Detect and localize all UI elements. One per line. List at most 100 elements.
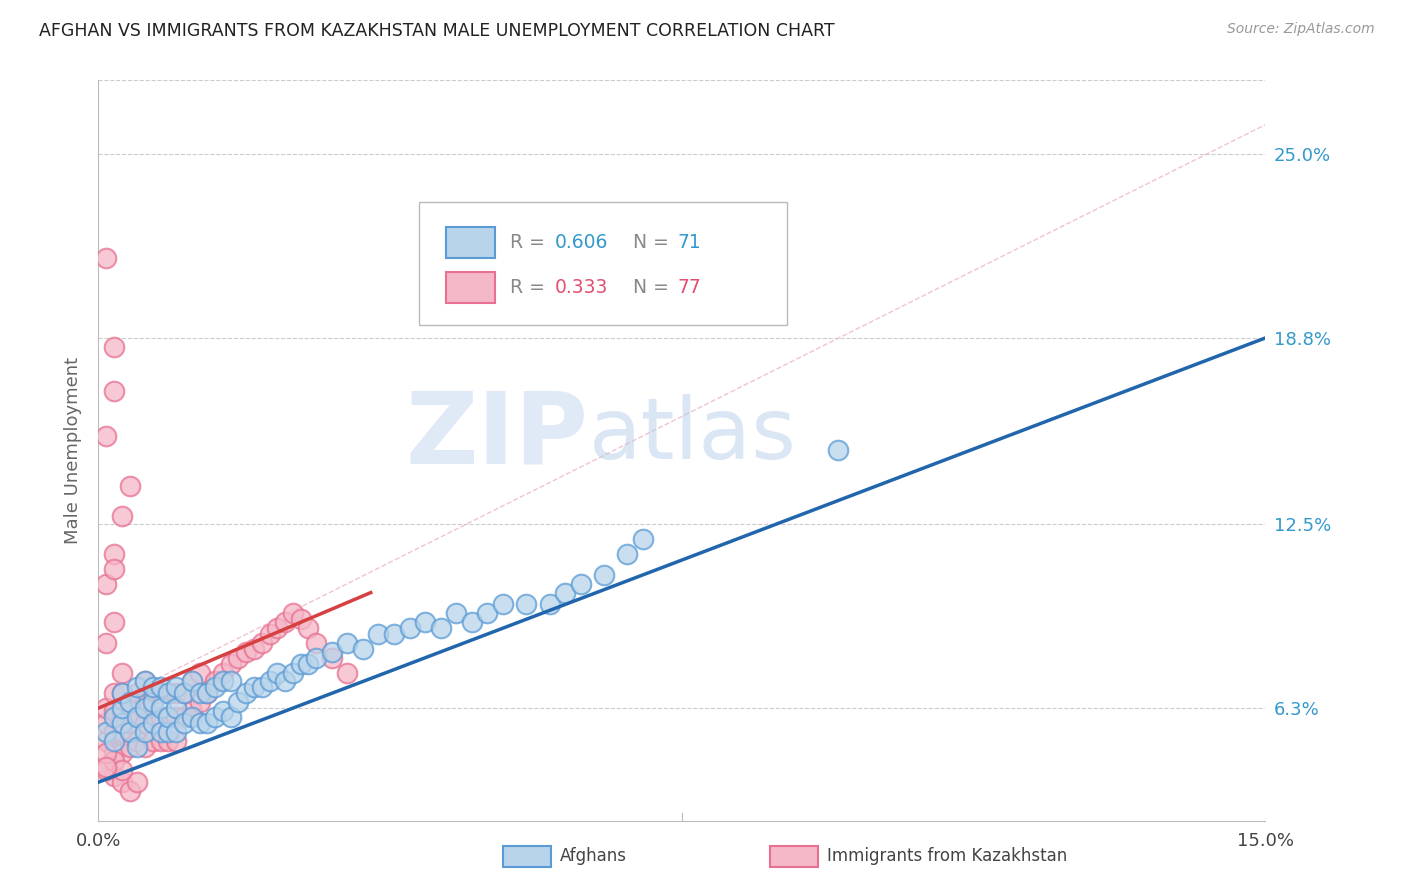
Point [134,674,156,689]
Point [290,657,312,671]
Point [173,686,195,700]
Point [173,710,195,724]
Point [188,686,211,700]
Point [281,665,304,680]
Point [157,710,180,724]
Point [118,739,141,754]
Point [336,665,359,680]
Point [274,674,297,689]
Point [103,340,125,354]
Point [195,715,218,730]
Point [111,746,134,760]
Text: N =: N = [633,233,675,252]
Point [96,764,118,778]
Y-axis label: Male Unemployment: Male Unemployment [63,357,82,544]
Point [149,724,172,739]
Point [250,636,273,650]
Point [103,615,125,630]
Point [250,681,273,695]
Point [157,710,180,724]
Point [142,695,165,709]
Text: Source: ZipAtlas.com: Source: ZipAtlas.com [1227,22,1375,37]
Point [180,710,202,724]
Point [297,657,319,671]
Point [103,733,125,747]
Point [188,715,211,730]
Point [219,674,242,689]
Point [134,724,156,739]
Point [111,665,134,680]
Point [127,733,149,747]
Point [336,636,359,650]
Point [382,627,405,641]
Point [290,612,312,626]
Point [111,715,134,730]
Point [165,686,187,700]
Point [413,615,436,630]
Point [142,710,165,724]
Point [96,636,118,650]
Point [212,665,235,680]
Point [157,733,180,747]
Point [103,755,125,769]
Point [188,665,211,680]
Point [118,784,141,798]
Point [180,674,202,689]
Point [352,641,374,656]
Point [118,479,141,493]
Point [103,686,125,700]
Point [103,562,125,576]
Point [281,607,304,621]
Point [477,607,499,621]
Point [111,724,134,739]
Point [149,733,172,747]
Point [219,657,242,671]
Point [243,681,266,695]
Point [259,674,281,689]
Point [266,665,288,680]
Point [554,585,576,599]
Point [321,645,343,659]
Point [195,686,218,700]
Point [127,686,149,700]
Point [118,695,141,709]
Point [321,650,343,665]
Point [204,674,226,689]
Point [96,715,118,730]
Point [118,724,141,739]
Point [367,627,389,641]
Point [235,645,257,659]
Point [188,695,211,709]
FancyBboxPatch shape [446,227,495,258]
Point [228,650,250,665]
Text: Afghans: Afghans [560,847,627,865]
Point [127,710,149,724]
Point [111,686,134,700]
Point [429,621,451,635]
Point [616,547,638,561]
Point [157,724,180,739]
Point [274,615,297,630]
Point [118,715,141,730]
Point [134,739,156,754]
Text: atlas: atlas [589,394,797,477]
Point [149,710,172,724]
Point [157,686,180,700]
Point [266,621,288,635]
Point [134,695,156,709]
Point [165,724,187,739]
Point [127,775,149,789]
Text: 0.606: 0.606 [555,233,607,252]
Point [827,443,849,458]
Point [142,681,165,695]
Text: 0.333: 0.333 [555,277,607,297]
FancyBboxPatch shape [446,271,495,302]
Point [127,739,149,754]
Text: R =: R = [510,233,551,252]
Point [243,641,266,656]
Point [204,710,226,724]
Point [204,681,226,695]
Point [142,715,165,730]
Point [118,695,141,709]
Point [173,686,195,700]
